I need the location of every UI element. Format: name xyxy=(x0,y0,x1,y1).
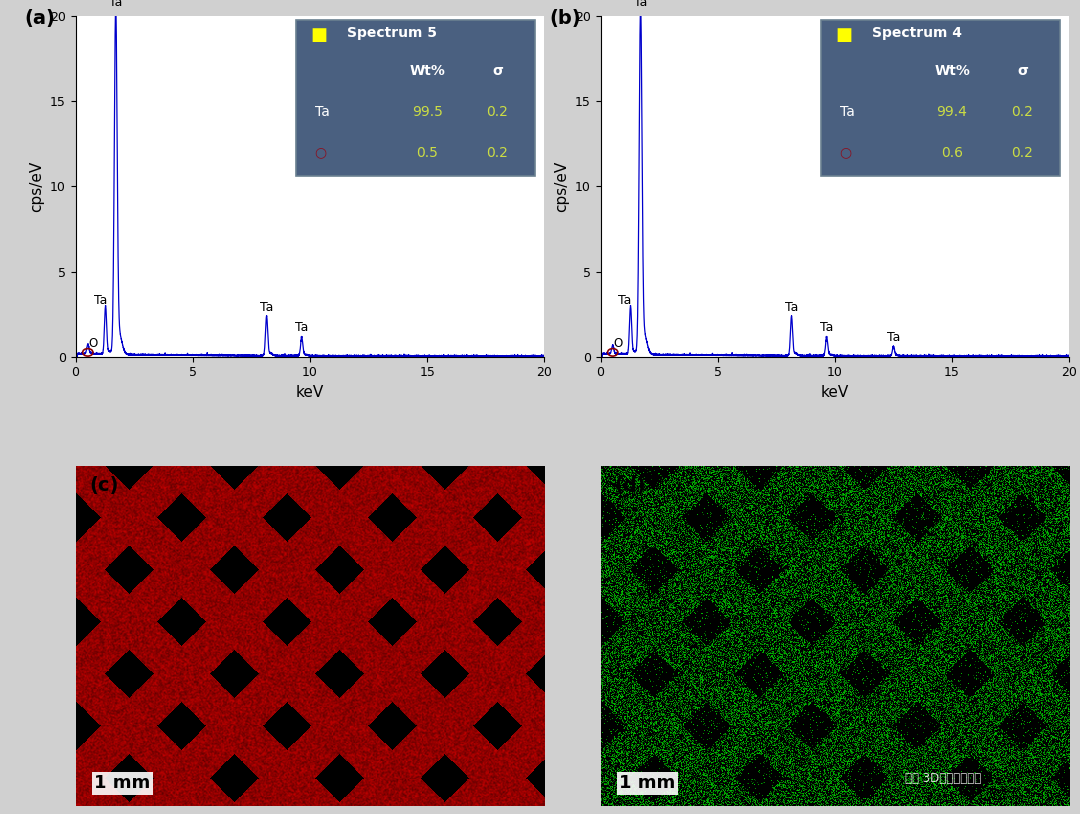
Text: Spectrum 5: Spectrum 5 xyxy=(348,27,437,41)
Text: (b): (b) xyxy=(549,10,581,28)
Text: ○: ○ xyxy=(839,146,852,160)
Text: σ: σ xyxy=(1017,64,1028,78)
Text: Wt%: Wt% xyxy=(934,64,970,78)
Text: 99.5: 99.5 xyxy=(411,105,443,119)
Text: Ta: Ta xyxy=(314,105,329,119)
Text: 0.2: 0.2 xyxy=(486,146,509,160)
FancyBboxPatch shape xyxy=(296,20,535,177)
Text: Ta: Ta xyxy=(94,295,107,307)
Text: Ta: Ta xyxy=(634,0,647,10)
Text: ○: ○ xyxy=(314,146,327,160)
Text: Ta: Ta xyxy=(260,301,273,314)
Text: (c): (c) xyxy=(90,475,119,495)
Text: O: O xyxy=(613,337,622,350)
FancyBboxPatch shape xyxy=(821,20,1059,177)
Text: 1 mm: 1 mm xyxy=(94,774,150,792)
Text: (a): (a) xyxy=(24,10,55,28)
Text: Ta: Ta xyxy=(295,322,309,335)
Text: 99.4: 99.4 xyxy=(936,105,968,119)
Y-axis label: cps/eV: cps/eV xyxy=(29,161,44,212)
Text: 0.2: 0.2 xyxy=(1011,105,1034,119)
Text: Ta: Ta xyxy=(839,105,854,119)
Text: Ta: Ta xyxy=(109,0,122,10)
Text: Ta: Ta xyxy=(887,330,900,344)
Text: Wt%: Wt% xyxy=(409,64,445,78)
Text: ■: ■ xyxy=(835,27,852,45)
Text: Ta: Ta xyxy=(785,301,798,314)
Text: 0.2: 0.2 xyxy=(486,105,509,119)
Text: 微信 3D打印技术参考: 微信 3D打印技术参考 xyxy=(905,772,981,786)
Text: 0.2: 0.2 xyxy=(1011,146,1034,160)
Text: Spectrum 4: Spectrum 4 xyxy=(873,27,962,41)
Text: ■: ■ xyxy=(310,27,327,45)
Y-axis label: cps/eV: cps/eV xyxy=(554,161,569,212)
Text: 0.5: 0.5 xyxy=(416,146,438,160)
X-axis label: keV: keV xyxy=(296,385,324,400)
Text: O: O xyxy=(89,337,97,350)
Text: σ: σ xyxy=(492,64,503,78)
Text: Ta: Ta xyxy=(619,295,632,307)
Text: (d): (d) xyxy=(615,475,646,495)
Text: 0.6: 0.6 xyxy=(941,146,963,160)
Text: 1 mm: 1 mm xyxy=(619,774,675,792)
X-axis label: keV: keV xyxy=(821,385,849,400)
Text: Ta: Ta xyxy=(820,322,834,335)
